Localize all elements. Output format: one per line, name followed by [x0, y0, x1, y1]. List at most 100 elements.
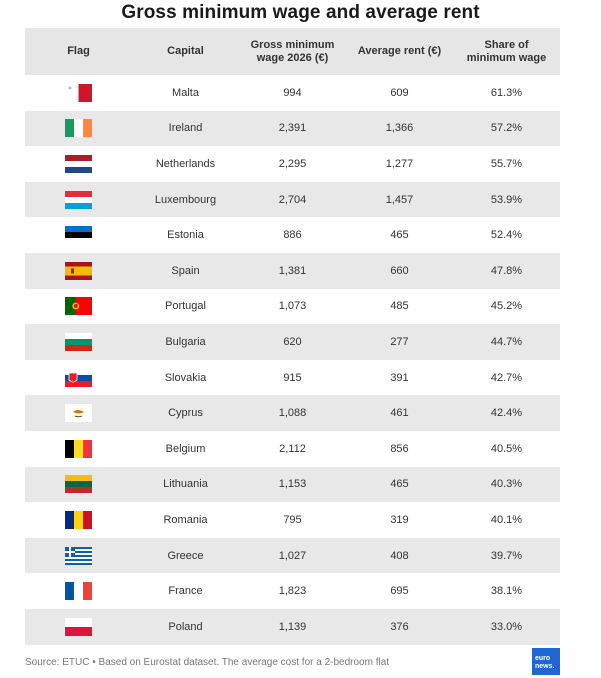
average-rent-cell: 391 — [390, 371, 409, 384]
flag-cell — [25, 111, 132, 147]
header-average-rent: Average rent (€) — [357, 45, 442, 57]
header-flag: Flag — [67, 45, 90, 57]
capital-cell: Malta — [172, 86, 199, 99]
gross-wage-cell: 795 — [283, 513, 302, 526]
gross-wage-cell: 1,139 — [278, 620, 307, 633]
average-rent-cell: 461 — [390, 407, 409, 420]
table-row: Netherlands 2,295 1,277 55.7% — [25, 146, 560, 182]
average-rent-cell: 1,457 — [385, 193, 414, 206]
table-row: Ireland 2,391 1,366 57.2% — [25, 110, 560, 147]
ro-flag — [65, 510, 92, 529]
average-rent-cell: 277 — [390, 335, 409, 348]
table-body: Malta 994 609 61.3% Ireland 2,391 1,366 57.2% Ne… — [25, 75, 560, 645]
capital-cell: Cyprus — [168, 407, 203, 420]
header-gross-minimum-wage: Gross minimum wage 2026 (€) — [250, 38, 335, 64]
table-row: France 1,823 695 38.1% — [25, 573, 560, 609]
be-flag — [65, 439, 92, 458]
share-cell: 40.1% — [490, 513, 523, 526]
share-cell: 38.1% — [490, 585, 523, 598]
table-row: Belgium 2,112 856 40.5% — [25, 430, 560, 467]
flag-cell — [25, 609, 132, 645]
average-rent-cell: 695 — [390, 585, 409, 598]
capital-cell: Belgium — [165, 442, 206, 455]
share-cell: 57.2% — [490, 122, 523, 135]
capital-cell: Netherlands — [155, 157, 216, 170]
table-row: Lithuania 1,153 465 40.3% — [25, 466, 560, 503]
source-note: Source: ETUC • Based on Eurostat dataset… — [25, 657, 390, 668]
share-cell: 55.7% — [490, 157, 523, 170]
flag-cell — [25, 360, 132, 396]
gross-wage-cell: 2,704 — [278, 193, 307, 206]
flag-cell — [25, 431, 132, 467]
gross-wage-cell: 1,381 — [278, 264, 307, 277]
header-share-of-minimum-wage: Share of minimum wage — [466, 38, 547, 64]
capital-cell: France — [168, 585, 203, 598]
share-cell: 44.7% — [490, 335, 523, 348]
share-cell: 47.8% — [490, 264, 523, 277]
pl-flag — [65, 617, 92, 636]
share-cell: 42.7% — [490, 371, 523, 384]
average-rent-cell: 465 — [390, 478, 409, 491]
es-flag — [65, 261, 92, 280]
share-cell: 52.4% — [490, 229, 523, 242]
gross-wage-cell: 994 — [283, 86, 302, 99]
gross-wage-cell: 620 — [283, 335, 302, 348]
share-cell: 39.7% — [490, 549, 523, 562]
gross-wage-cell: 1,153 — [278, 478, 307, 491]
capital-cell: Spain — [171, 264, 200, 277]
average-rent-cell: 408 — [390, 549, 409, 562]
average-rent-cell: 465 — [390, 229, 409, 242]
capital-cell: Luxembourg — [154, 193, 217, 206]
capital-cell: Portugal — [165, 300, 206, 313]
gross-wage-cell: 886 — [283, 229, 302, 242]
share-cell: 33.0% — [490, 620, 523, 633]
average-rent-cell: 1,277 — [385, 157, 414, 170]
flag-cell — [25, 253, 132, 289]
table-header-row: Flag Capital Gross minimum wage 2026 (€) … — [25, 28, 560, 75]
ee-flag — [65, 226, 92, 245]
capital-cell: Slovakia — [164, 371, 207, 384]
flag-cell — [25, 502, 132, 538]
gross-wage-cell: 1,027 — [278, 549, 307, 562]
gross-wage-cell: 2,391 — [278, 122, 307, 135]
table-row: Cyprus 1,088 461 42.4% — [25, 395, 560, 431]
share-cell: 40.5% — [490, 442, 523, 455]
flag-cell — [25, 146, 132, 182]
capital-cell: Romania — [163, 513, 208, 526]
header-capital: Capital — [167, 45, 204, 57]
share-cell: 42.4% — [490, 407, 523, 420]
capital-cell: Greece — [167, 549, 204, 562]
logo-line-2: news. — [535, 663, 555, 670]
average-rent-cell: 660 — [390, 264, 409, 277]
table-row: Romania 795 319 40.1% — [25, 502, 560, 538]
gross-wage-cell: 1,823 — [278, 585, 307, 598]
average-rent-cell: 856 — [390, 442, 409, 455]
flag-cell — [25, 217, 132, 253]
table-row: Luxembourg 2,704 1,457 53.9% — [25, 181, 560, 218]
flag-cell — [25, 289, 132, 325]
capital-cell: Bulgaria — [165, 335, 206, 348]
ie-flag — [65, 119, 92, 138]
share-cell: 61.3% — [490, 86, 523, 99]
average-rent-cell: 319 — [390, 513, 409, 526]
gross-wage-cell: 915 — [283, 371, 302, 384]
chart-title: Gross minimum wage and average rent — [121, 2, 480, 23]
capital-cell: Poland — [168, 620, 203, 633]
share-cell: 45.2% — [490, 300, 523, 313]
fr-flag — [65, 582, 92, 601]
table-row: Slovakia 915 391 42.7% — [25, 359, 560, 396]
lt-flag — [65, 475, 92, 494]
lu-flag — [65, 190, 92, 209]
gr-flag — [65, 546, 92, 565]
euronews-logo: euro news. — [532, 648, 560, 675]
share-cell: 53.9% — [490, 193, 523, 206]
table-row: Poland 1,139 376 33.0% — [25, 608, 560, 645]
table-row: Bulgaria 620 277 44.7% — [25, 324, 560, 360]
gross-wage-cell: 1,073 — [278, 300, 307, 313]
table-row: Greece 1,027 408 39.7% — [25, 537, 560, 574]
flag-cell — [25, 573, 132, 609]
cy-flag — [65, 404, 92, 423]
flag-cell — [25, 467, 132, 503]
table-row: Malta 994 609 61.3% — [25, 75, 560, 111]
flag-cell — [25, 395, 132, 431]
